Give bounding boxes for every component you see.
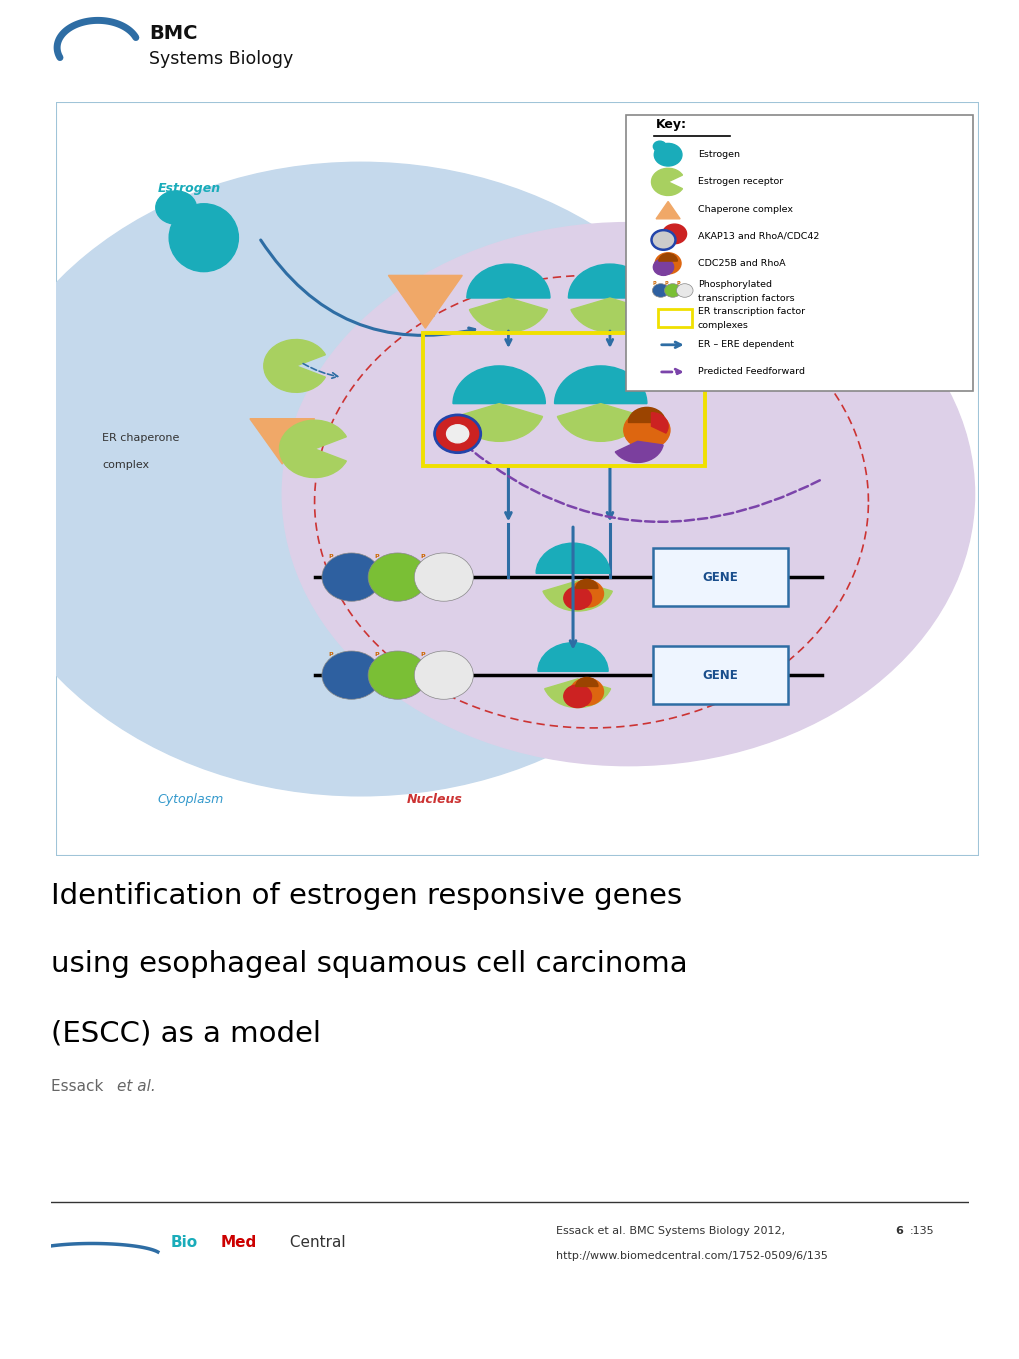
Circle shape [624,412,669,448]
Circle shape [570,580,603,607]
Wedge shape [658,254,677,261]
Text: complex: complex [102,459,149,470]
Wedge shape [469,298,547,332]
Text: AKAP13 and RhoA/CDC42: AKAP13 and RhoA/CDC42 [697,231,818,241]
Circle shape [414,651,473,700]
Circle shape [653,141,665,152]
Text: P: P [328,652,333,658]
Text: http://www.biomedcentral.com/1752-0509/6/135: http://www.biomedcentral.com/1752-0509/6… [555,1250,827,1261]
Circle shape [322,553,381,601]
Text: P: P [420,652,425,658]
Circle shape [653,258,673,276]
Text: P: P [676,281,680,287]
Wedge shape [554,366,646,404]
Circle shape [654,253,681,275]
Text: P: P [420,554,425,560]
Circle shape [662,224,686,243]
Wedge shape [536,544,609,573]
Circle shape [653,144,682,166]
Wedge shape [542,580,611,612]
Text: Med: Med [221,1234,257,1249]
Circle shape [156,190,197,224]
Text: transcription factors: transcription factors [697,294,794,303]
Text: P: P [374,652,379,658]
Wedge shape [576,677,597,686]
Text: Estrogen receptor: Estrogen receptor [697,178,783,186]
Text: Essack: Essack [51,1079,108,1094]
Text: using esophageal squamous cell carcinoma: using esophageal squamous cell carcinoma [51,950,687,978]
Wedge shape [279,420,346,477]
Polygon shape [250,419,314,463]
Text: Essack et al. BMC Systems Biology 2012,: Essack et al. BMC Systems Biology 2012, [555,1226,788,1237]
Circle shape [564,685,591,708]
FancyBboxPatch shape [625,114,972,391]
Text: P: P [652,281,655,287]
Text: ER chaperone: ER chaperone [102,434,179,443]
Wedge shape [264,340,325,393]
Circle shape [368,553,427,601]
Wedge shape [467,264,549,298]
Text: Identification of estrogen responsive genes: Identification of estrogen responsive ge… [51,882,682,909]
Circle shape [434,414,480,453]
Text: Systems Biology: Systems Biology [149,50,292,68]
FancyBboxPatch shape [653,647,788,704]
Wedge shape [544,680,610,708]
Text: Phosphorylated: Phosphorylated [697,280,771,289]
Wedge shape [571,298,648,332]
Text: Key:: Key: [655,118,687,132]
Text: Estrogen: Estrogen [158,182,220,196]
Text: complexes: complexes [697,321,748,330]
Wedge shape [452,366,545,404]
Circle shape [322,651,381,700]
Polygon shape [388,276,462,328]
Circle shape [564,587,591,610]
Text: P: P [663,281,667,287]
Text: et al.: et al. [117,1079,156,1094]
Text: Cytoplasm: Cytoplasm [158,794,224,806]
Wedge shape [628,408,664,423]
Circle shape [676,284,692,298]
Text: 6: 6 [895,1226,903,1237]
Circle shape [651,230,675,250]
Text: GENE: GENE [702,669,738,682]
Wedge shape [455,404,542,442]
Text: Bio: Bio [170,1234,198,1249]
Wedge shape [614,442,662,462]
Text: GENE: GENE [702,571,738,583]
Circle shape [446,425,469,443]
Text: (ESCC) as a model: (ESCC) as a model [51,1019,321,1048]
Text: CDC25B and RhoA: CDC25B and RhoA [697,258,785,268]
Text: BMC: BMC [149,24,198,43]
Text: Central: Central [285,1234,345,1249]
Wedge shape [556,404,643,442]
Circle shape [0,162,748,796]
Ellipse shape [169,204,238,272]
Polygon shape [655,201,680,219]
Circle shape [652,284,668,298]
Circle shape [663,284,681,298]
FancyBboxPatch shape [653,549,788,606]
Text: Predicted Feedforward: Predicted Feedforward [697,367,804,376]
Wedge shape [568,264,651,298]
Text: ER – ERE dependent: ER – ERE dependent [697,340,793,349]
Circle shape [570,678,603,705]
Wedge shape [537,643,607,671]
FancyBboxPatch shape [56,102,978,856]
Wedge shape [651,169,682,196]
Circle shape [414,553,473,601]
Circle shape [368,651,427,700]
Text: :135: :135 [909,1226,933,1237]
Wedge shape [651,413,667,434]
Text: P: P [328,554,333,560]
Wedge shape [576,579,597,588]
Text: ER transcription factor: ER transcription factor [697,307,804,317]
Ellipse shape [282,223,973,765]
Text: Estrogen: Estrogen [697,151,739,159]
Text: P: P [374,554,379,560]
Text: Nucleus: Nucleus [407,794,463,806]
Text: Chaperone complex: Chaperone complex [697,204,792,213]
